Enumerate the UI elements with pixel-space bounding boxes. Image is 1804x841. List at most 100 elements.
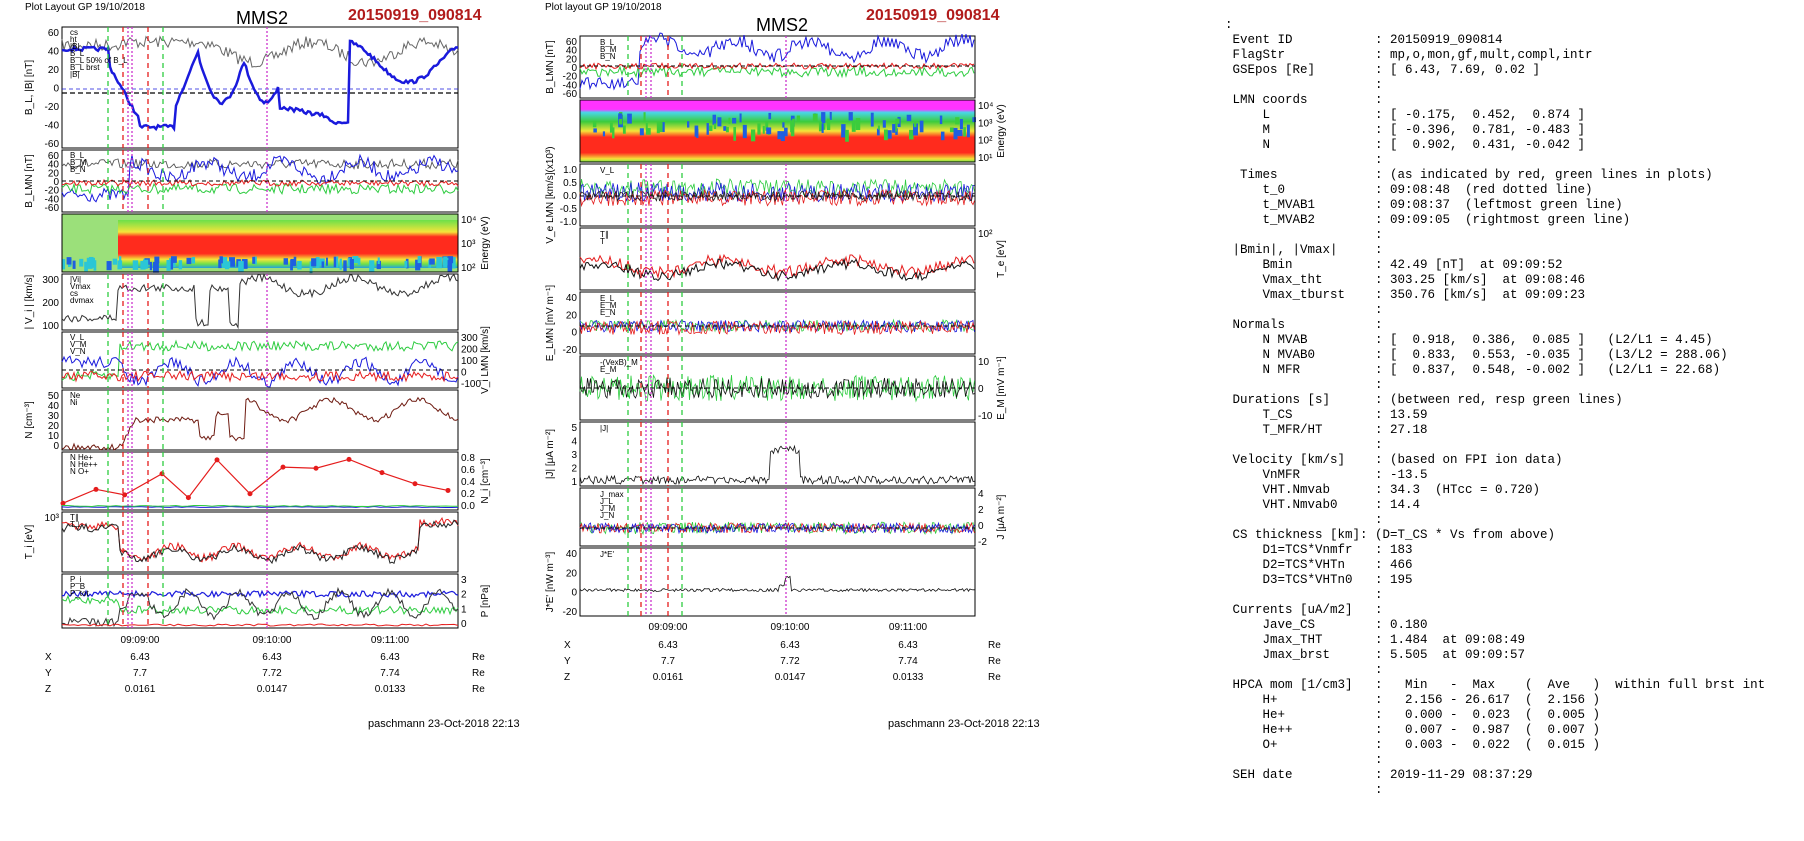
info-line: t_0 : 09:08:48 (red dotted line): [1225, 183, 1593, 197]
spectrogram-cell: [742, 124, 747, 139]
spectrogram-cell: [618, 113, 622, 119]
legend-entry: B_L brst: [70, 63, 100, 72]
info-line: :: [1225, 378, 1383, 392]
left-panel-spectrogram: [61, 213, 459, 273]
y-tick-label: 3: [571, 450, 577, 461]
spectrogram-cell: [171, 259, 176, 267]
spectrogram-cell: [895, 118, 900, 124]
y-tick-label: 20: [48, 65, 60, 76]
spectrogram-cell: [777, 131, 781, 140]
spectrogram-cell: [609, 122, 613, 133]
spectrogram-cell: [829, 112, 832, 120]
spectrogram-cell: [757, 123, 761, 135]
y-tick-label: -20: [563, 72, 578, 83]
position-unit: Re: [988, 640, 1001, 651]
x-tick-label: 09:10:00: [771, 622, 810, 633]
spectrogram-cell: [955, 117, 960, 125]
spectrogram-cell: [333, 256, 337, 268]
legend-entry: -(VexB)_M: [600, 358, 638, 367]
info-line: O+ : 0.003 - 0.022 ( 0.015 ): [1225, 738, 1601, 752]
spectrogram-cell: [429, 258, 435, 265]
spectrogram-cell: [728, 117, 731, 124]
position-value: 0.0147: [257, 684, 288, 695]
y-tick-label: 0: [978, 521, 984, 532]
legend-entry: E_M: [600, 301, 617, 310]
info-line: Jave_CS : 0.180: [1225, 618, 1428, 632]
spectrogram-cell: [687, 121, 690, 128]
legend-entry: J*E': [600, 550, 614, 559]
jl-series: [579, 521, 975, 535]
o-plus-series: [61, 505, 459, 509]
spectrogram-cell: [725, 126, 729, 133]
y-tick-label: -60: [45, 139, 60, 150]
legend-entry: V_M: [70, 340, 87, 349]
left-panel-vilmn: [61, 331, 459, 389]
spectrogram-cell: [818, 121, 822, 132]
position-row-label: X: [564, 640, 571, 651]
y-tick-label: 40: [566, 46, 578, 57]
info-line: Jmax_THT : 1.484 at 09:08:49: [1225, 633, 1526, 647]
y-tick-label: 0.8: [461, 453, 475, 464]
info-line: Vmax_tht : 303.25 [km/s] at 09:08:46: [1225, 273, 1586, 287]
spectrogram-cell: [732, 117, 737, 124]
spectrogram-cell: [733, 126, 737, 141]
x-tick-label: 09:09:00: [649, 622, 688, 633]
position-value: 7.7: [661, 656, 675, 667]
info-line: HPCA mom [1/cm3] : Min - Max ( Ave ) wit…: [1225, 678, 1766, 692]
y-tick-label: 10⁴: [978, 101, 993, 112]
x-tick-label: 09:10:00: [253, 635, 292, 646]
y-axis-label: B_L, |B| [nT]: [24, 60, 35, 115]
left-panel-density: [61, 389, 459, 451]
info-line: :: [1225, 783, 1383, 797]
legend-entry: B_L 50% of B_L: [70, 56, 128, 65]
spectrogram-cell: [822, 124, 826, 130]
y-tick-label: 10³: [978, 118, 993, 129]
he-plus-series: [62, 504, 459, 508]
y-tick-label: -60: [45, 203, 60, 214]
y-axis-label: B_LMN [nT]: [545, 40, 556, 94]
spectrogram-cell: [311, 258, 317, 267]
position-value: 7.72: [780, 656, 800, 667]
y-tick-label: 10²: [978, 136, 993, 147]
position-row-label: Y: [45, 668, 52, 679]
spectrogram-cell: [658, 122, 663, 133]
spectrogram-cell: [877, 125, 880, 130]
legend-entry: E_M: [600, 365, 617, 374]
spectrogram-cell: [768, 112, 772, 120]
y-axis-label: E_M [mV m⁻¹]: [996, 356, 1007, 420]
spectrogram-cell: [882, 120, 886, 128]
info-line: LMN coords :: [1225, 93, 1383, 107]
position-row-label: Y: [564, 656, 571, 667]
x-tick-label: 09:11:00: [371, 635, 410, 646]
p-total-series: [62, 589, 459, 599]
y-tick-label: 0: [461, 619, 467, 630]
vi-magnitude-series: [61, 272, 459, 330]
y-axis-label: |J| [μA m⁻²]: [545, 429, 556, 479]
spectrogram-cell: [377, 257, 380, 265]
y-tick-label: 40: [48, 401, 60, 412]
info-line: He+ : 0.000 - 0.023 ( 0.005 ): [1225, 708, 1601, 722]
legend-entry: dvmax: [70, 296, 94, 305]
spectrogram-cell: [443, 256, 448, 268]
y-tick-label: -2: [978, 537, 987, 548]
y-tick-label: 3: [461, 575, 467, 586]
y-tick-label: 0: [571, 588, 577, 599]
density-series: [61, 396, 459, 451]
spectrogram-cell: [841, 130, 844, 135]
position-row-label: Z: [45, 684, 51, 695]
info-line: Durations [s] : (between red, resp green…: [1225, 393, 1623, 407]
y-tick-label: 300: [461, 333, 478, 344]
spectrogram-cell: [762, 125, 765, 134]
legend-entry: E_L: [600, 294, 615, 303]
y-tick-label: -20: [563, 345, 578, 356]
info-line: M : [ -0.396, 0.781, -0.483 ]: [1225, 123, 1586, 137]
y-tick-label: 0: [571, 328, 577, 339]
y-axis-label: V_i LMN [km/s]: [480, 326, 491, 394]
spectrogram-cell: [142, 259, 149, 267]
p-b-series: [61, 594, 459, 616]
data-point: [60, 500, 66, 506]
info-line: N MFR : [ 0.837, 0.548, -0.002 ] (L2/L1 …: [1225, 363, 1721, 377]
y-tick-label: 1: [461, 604, 467, 615]
spectrogram-cell: [415, 259, 421, 271]
legend-entry: B_L: [70, 151, 85, 160]
